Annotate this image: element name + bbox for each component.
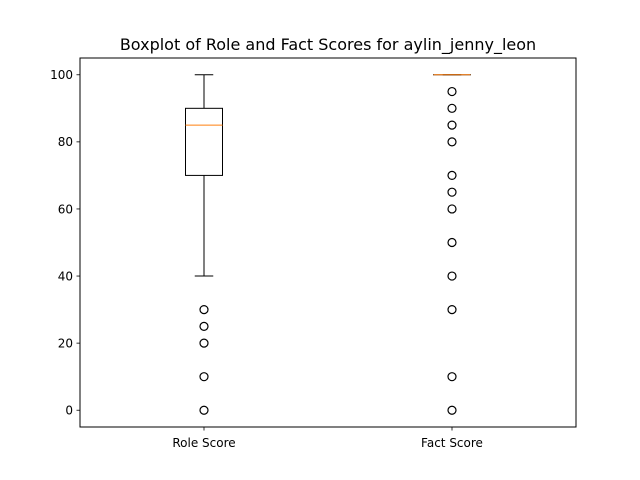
boxes xyxy=(185,74,471,415)
y-axis: 0 20 40 60 80 100 xyxy=(50,68,80,418)
outlier-point xyxy=(447,137,457,147)
outlier-point xyxy=(447,86,457,97)
outlier-point xyxy=(447,271,457,281)
y-tick-label: 80 xyxy=(58,135,73,149)
x-tick-label: Role Score xyxy=(172,436,235,450)
y-tick-label: 100 xyxy=(50,68,73,82)
outlier-point xyxy=(447,103,457,113)
chart-title: Boxplot of Role and Fact Scores for ayli… xyxy=(120,35,536,55)
outlier-point xyxy=(447,187,457,197)
x-tick-label: Fact Score xyxy=(421,436,483,450)
y-tick-label: 40 xyxy=(58,269,73,283)
outlier-point xyxy=(447,120,457,130)
plot-area-frame xyxy=(79,57,577,428)
y-tick-label: 0 xyxy=(65,404,73,418)
x-axis: Role Score Fact Score xyxy=(172,427,483,450)
outlier-point xyxy=(447,237,457,248)
y-tick-label: 60 xyxy=(58,202,73,216)
box-group xyxy=(185,74,223,415)
outlier-point xyxy=(447,405,457,415)
outlier-point xyxy=(199,321,209,331)
outlier-point xyxy=(199,304,209,315)
box-body xyxy=(185,107,223,176)
outlier-point xyxy=(447,170,457,181)
outlier-point xyxy=(447,204,457,214)
outlier-point xyxy=(199,338,209,348)
outlier-point xyxy=(199,405,209,415)
y-tick-label: 20 xyxy=(58,336,73,350)
outlier-point xyxy=(199,372,209,382)
outlier-point xyxy=(447,304,457,315)
outlier-point xyxy=(447,372,457,382)
box-group xyxy=(433,74,471,415)
